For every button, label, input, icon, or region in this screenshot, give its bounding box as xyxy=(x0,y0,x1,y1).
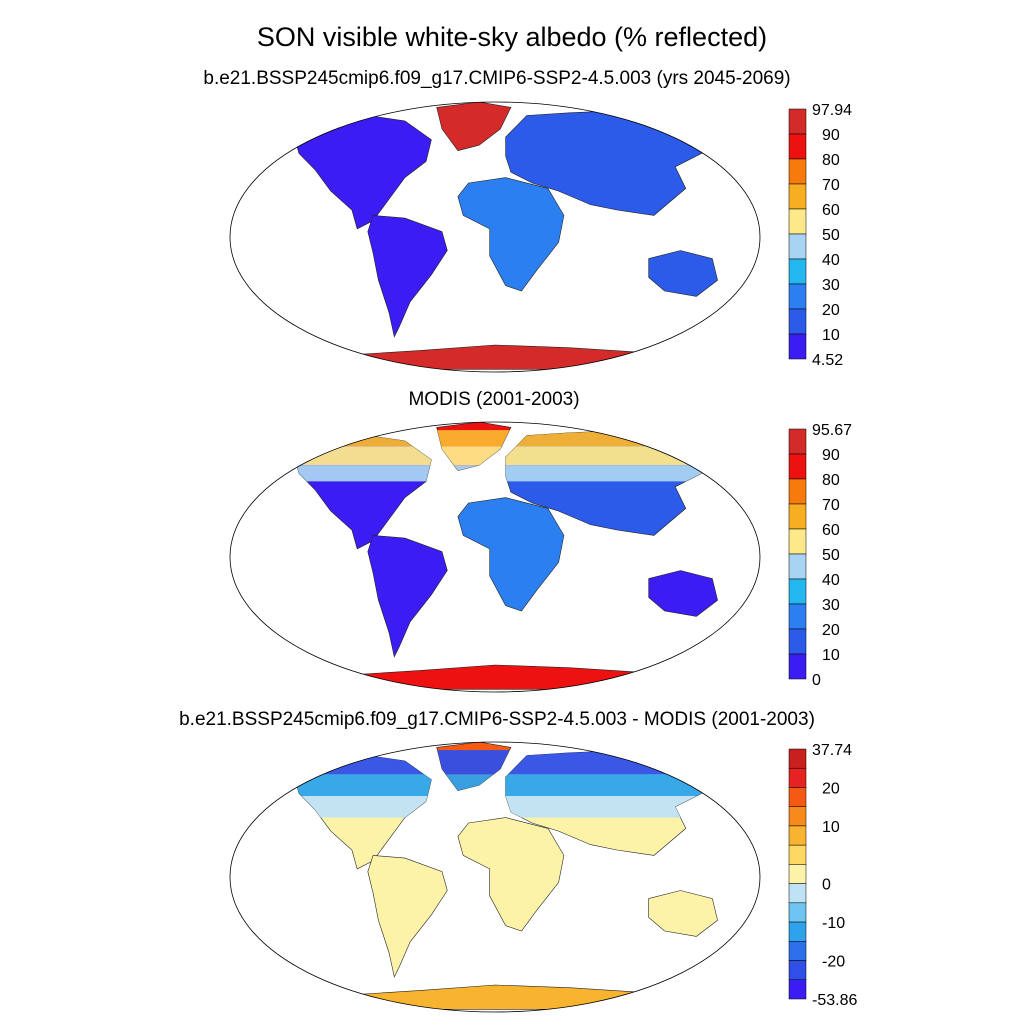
colorbar-max-label: 97.94 xyxy=(812,102,852,119)
colorbar-segment xyxy=(788,603,807,630)
colorbar-segment xyxy=(788,478,807,505)
colorbar-segment xyxy=(788,979,807,1000)
colorbar-tick-label: 20 xyxy=(822,302,840,319)
colorbar-tick-label: 90 xyxy=(822,447,840,464)
panel-3-title: b.e21.BSSP245cmip6.f09_g17.CMIP6-SSP2-4.… xyxy=(179,709,815,730)
colorbar-tick-label: 80 xyxy=(822,472,840,489)
colorbar-tick-label: 50 xyxy=(822,227,840,244)
colorbar-tick-label: 10 xyxy=(822,819,840,836)
colorbar-3: 37.74 -53.86 20 10 0 -10 -20 xyxy=(788,742,857,1009)
map-border xyxy=(229,741,761,1013)
colorbar-segment xyxy=(788,108,807,135)
colorbar-segment xyxy=(788,258,807,285)
colorbar-max-label: 95.67 xyxy=(812,422,852,439)
colorbar-min-label: 0 xyxy=(812,672,821,689)
colorbar-tick-label: 70 xyxy=(822,497,840,514)
map-panel-1 xyxy=(229,101,761,373)
colorbar-tick-label: 30 xyxy=(822,277,840,294)
map-panel-2 xyxy=(229,421,761,693)
colorbar-segment xyxy=(788,748,807,769)
colorbar-segment xyxy=(788,653,807,680)
land-southAmerica xyxy=(367,535,448,658)
colorbar-tick-label: 10 xyxy=(822,647,840,664)
colorbar-tick-label: 10 xyxy=(822,327,840,344)
colorbar-segment xyxy=(788,133,807,160)
colorbar-segment xyxy=(788,553,807,580)
colorbar-segment xyxy=(788,208,807,235)
colorbar-tick-label: 40 xyxy=(822,252,840,269)
colorbar-segment xyxy=(788,333,807,360)
colorbar-segment xyxy=(788,233,807,260)
land-antarctica xyxy=(272,344,718,370)
land-africa xyxy=(457,497,565,612)
colorbar-tick-label: -10 xyxy=(822,915,845,932)
colorbar-segment xyxy=(788,158,807,185)
colorbar-segment xyxy=(788,528,807,555)
colorbar-tick-label: 30 xyxy=(822,597,840,614)
colorbar-segment xyxy=(788,767,807,788)
colorbar-tick-label: 60 xyxy=(822,202,840,219)
colorbar-segment xyxy=(788,453,807,480)
colorbar-tick-label: 80 xyxy=(822,152,840,169)
land-northAmerica xyxy=(293,115,432,230)
land-africa xyxy=(457,177,565,292)
land-australia xyxy=(648,250,718,297)
colorbar-segment xyxy=(788,806,807,827)
colorbar-tick-label: 20 xyxy=(822,622,840,639)
map-border xyxy=(229,101,761,373)
colorbar-min-label: -53.86 xyxy=(812,992,857,1009)
colorbar-2: 95.67 0 90 80 70 60 50 40 30 20 10 xyxy=(788,422,852,689)
land-africa xyxy=(457,817,565,932)
map-panel-3 xyxy=(229,741,761,1013)
land-southAmerica xyxy=(367,215,448,338)
colorbar-segment xyxy=(788,883,807,904)
colorbar-1: 97.94 4.52 90 80 70 60 50 40 30 20 10 xyxy=(788,102,852,369)
colorbar-tick-label: -20 xyxy=(822,954,845,971)
colorbar-segment xyxy=(788,902,807,923)
colorbar-min-label: 4.52 xyxy=(812,352,843,369)
colorbar-segment xyxy=(788,864,807,884)
colorbar-tick-label: 40 xyxy=(822,572,840,589)
colorbar-segment xyxy=(788,628,807,655)
colorbar-segment xyxy=(788,941,807,961)
colorbar-segment xyxy=(788,578,807,605)
colorbar-segment xyxy=(788,183,807,210)
land-southAmerica xyxy=(367,855,448,978)
panel-1-title: b.e21.BSSP245cmip6.f09_g17.CMIP6-SSP2-4.… xyxy=(203,68,791,89)
land-antarctica xyxy=(272,664,718,690)
colorbar-tick-label: 20 xyxy=(822,780,840,797)
land-greenland xyxy=(436,102,512,151)
colorbar-segment xyxy=(788,283,807,310)
colorbar-segment xyxy=(788,787,807,807)
land-australia xyxy=(648,570,718,617)
colorbar-tick-label: 60 xyxy=(822,522,840,539)
colorbar-segment xyxy=(788,503,807,530)
colorbar-tick-label: 0 xyxy=(822,877,831,894)
colorbar-segment xyxy=(788,428,807,455)
colorbar-tick-label: 90 xyxy=(822,127,840,144)
colorbar-segment xyxy=(788,960,807,981)
colorbar-tick-label: 50 xyxy=(822,547,840,564)
land-australia xyxy=(648,890,718,937)
land-antarctica xyxy=(272,984,718,1010)
colorbar-segment xyxy=(788,825,807,846)
colorbar-segment xyxy=(788,308,807,335)
colorbar-segment xyxy=(788,921,807,942)
map-border xyxy=(229,421,761,693)
colorbar-max-label: 37.74 xyxy=(812,742,852,759)
colorbar-segment xyxy=(788,844,807,865)
figure-title: SON visible white-sky albedo (% reflecte… xyxy=(256,22,768,52)
colorbar-tick-label: 70 xyxy=(822,177,840,194)
panel-2-title: MODIS (2001-2003) xyxy=(408,389,580,410)
